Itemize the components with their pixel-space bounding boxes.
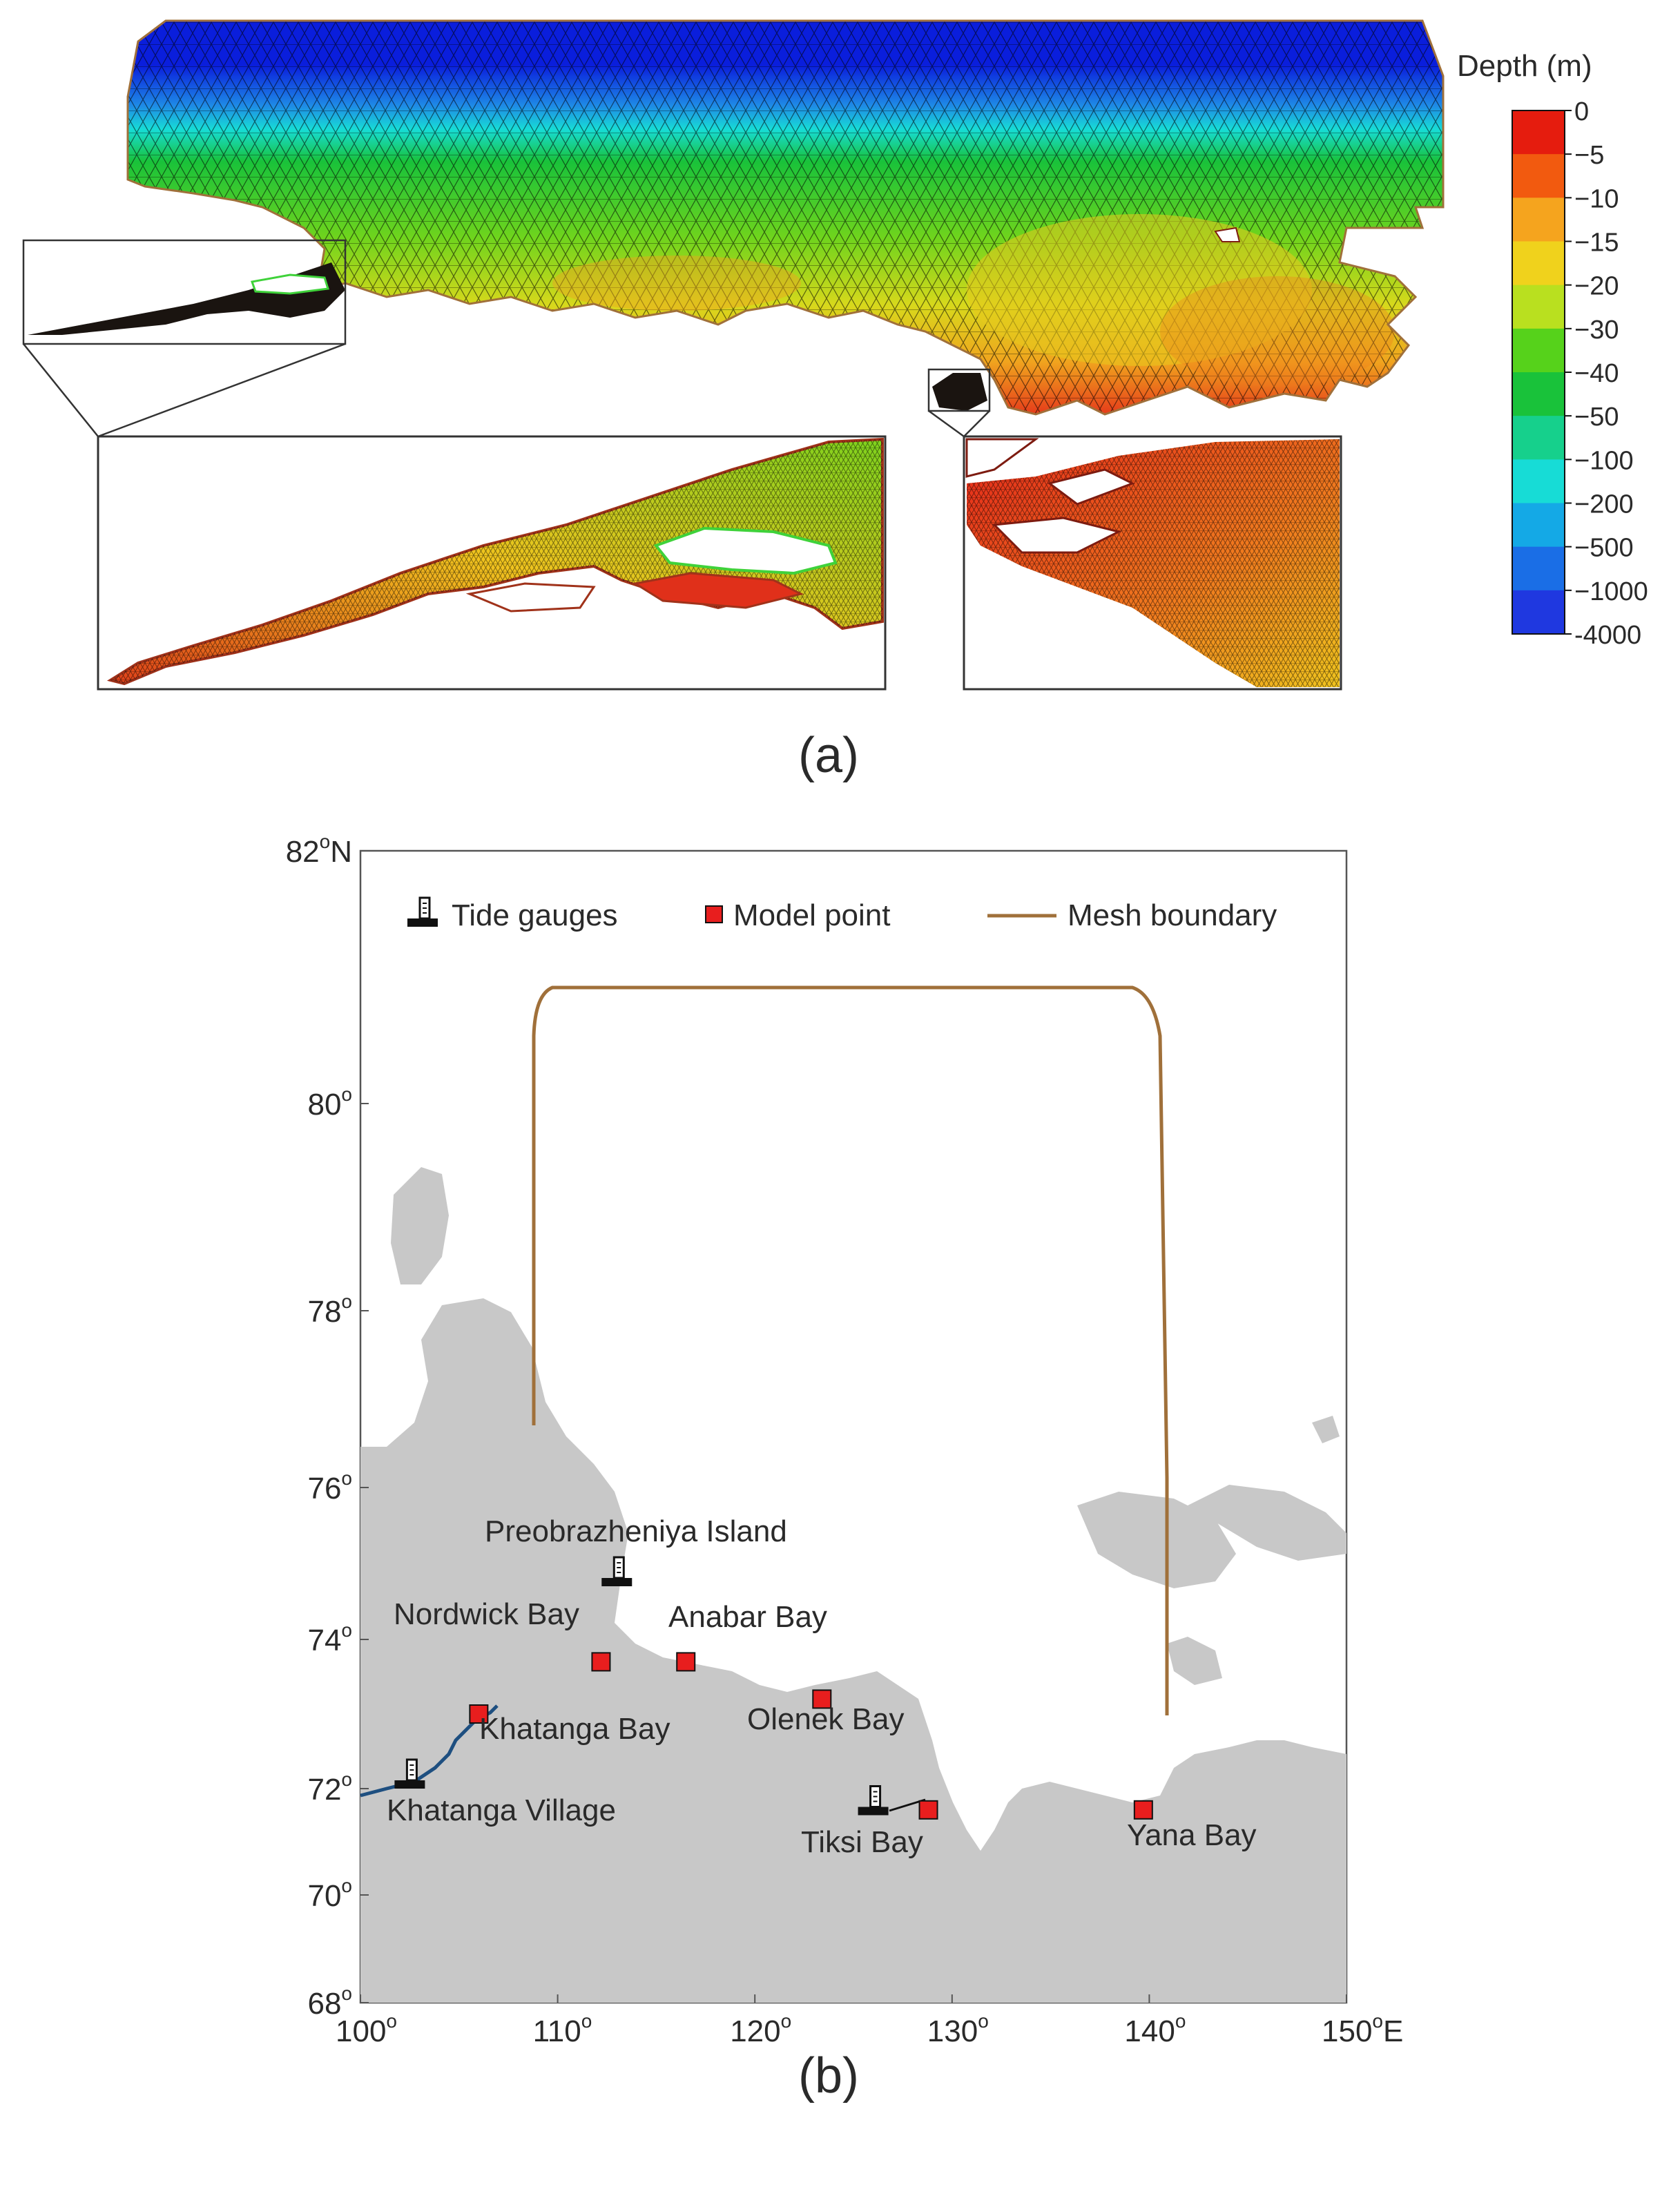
colorbar-swatch — [1512, 416, 1565, 460]
mesh-bathymetry — [128, 21, 1443, 414]
y-tick-label: 80o — [307, 1084, 352, 1122]
model-point-marker — [918, 1800, 938, 1820]
model-point-marker — [591, 1652, 611, 1672]
inset-khatanga — [97, 435, 887, 691]
tide-gauge-icon — [601, 1556, 633, 1586]
colorbar-label: −20 — [1574, 272, 1619, 301]
colorbar-swatch — [1512, 372, 1565, 416]
colorbar-swatch — [1512, 459, 1565, 503]
land — [1167, 1637, 1222, 1685]
label-nordwick: Nordwick Bay — [394, 1597, 579, 1631]
label-khatanga-village: Khatanga Village — [387, 1793, 616, 1827]
colorbar-label: −200 — [1574, 490, 1634, 519]
x-tick-label: 130o — [927, 2010, 989, 2048]
y-tick-label: 70o — [307, 1875, 352, 1913]
colorbar-label: −15 — [1574, 229, 1619, 258]
label-preobrazheniya: Preobrazheniya Island — [485, 1514, 787, 1548]
khatanga-estuary-mesh — [28, 262, 345, 335]
panel-b-label: (b) — [798, 2048, 859, 2104]
legend-tide-gauges: Tide gauges — [452, 898, 618, 932]
land — [1077, 1492, 1236, 1588]
tide-gauge-icon — [394, 1758, 425, 1789]
colorbar-swatch — [1512, 590, 1565, 635]
colorbar-label: −100 — [1574, 446, 1634, 475]
x-tick-label: 120o — [730, 2010, 791, 2048]
zoom-line — [963, 410, 990, 437]
y-tick-label: 82oN — [286, 831, 352, 869]
colorbar-swatch — [1512, 546, 1565, 591]
zoom-line — [23, 343, 99, 437]
colorbar-swatch — [1512, 328, 1565, 373]
model-point-legend-icon — [705, 905, 723, 923]
model-points — [469, 1652, 1153, 1820]
x-tick-label: 110o — [533, 2010, 592, 2048]
inset-lena — [963, 435, 1342, 691]
model-point-marker — [676, 1652, 696, 1672]
colorbar-swatch — [1512, 503, 1565, 548]
y-tick-label: 78o — [307, 1291, 352, 1329]
model-point-marker — [1133, 1800, 1153, 1820]
x-tick-label: 140o — [1124, 2010, 1186, 2048]
colorbar-swatch — [1512, 154, 1565, 198]
model-point-marker — [812, 1689, 832, 1709]
colorbar-label: −500 — [1574, 534, 1634, 563]
colorbar: 0 −5 −10 −15 −20 −30 −40 −50 −100 −200 −500 −1000 -4… — [1512, 97, 1648, 650]
zoom-line — [97, 343, 346, 438]
panel-a: 0 −5 −10 −15 −20 −30 −40 −50 −100 −200 −500 −1000 -4… — [22, 19, 1648, 783]
y-tick-label: 72o — [307, 1769, 352, 1807]
land — [1312, 1416, 1340, 1443]
colorbar-title: Depth (m) — [1457, 49, 1592, 83]
tide-gauges — [394, 1556, 889, 1816]
inset-source-box-right — [927, 368, 991, 412]
mesh-boundary-line — [532, 985, 1169, 1715]
estuary-island-hole — [250, 273, 329, 295]
colorbar-label: -4000 — [1574, 621, 1641, 650]
land — [1188, 1485, 1346, 1561]
colorbar-swatch — [1512, 241, 1565, 286]
x-tick-label: 100o — [336, 2010, 397, 2048]
inset-source-box-left — [22, 239, 347, 345]
label-yana: Yana Bay — [1127, 1818, 1257, 1852]
colorbar-swatch — [1512, 198, 1565, 242]
model-point-marker — [469, 1704, 489, 1724]
tide-gauge-icon — [407, 896, 438, 927]
legend-model-point: Model point — [733, 898, 890, 932]
colorbar-label: 0 — [1574, 97, 1589, 126]
x-tick-label: 150oE — [1322, 2010, 1403, 2048]
land — [360, 1298, 1346, 2003]
colorbar-label: −5 — [1574, 141, 1604, 170]
colorbar-label: −30 — [1574, 316, 1619, 345]
colorbar-swatch — [1512, 110, 1565, 155]
mesh-outline — [126, 19, 1445, 416]
panel-a-label: (a) — [798, 728, 859, 783]
panel-b: 100o 110o 120o 130o 140o 150oE 68o70o72o74o76… — [286, 831, 1404, 2104]
x-axis: 100o 110o 120o 130o 140o 150oE — [336, 1994, 1403, 2048]
label-khatanga-bay: Khatanga Bay — [479, 1712, 670, 1746]
land — [391, 1167, 449, 1284]
legend: Tide gauges Model point Mesh boundary — [407, 896, 1277, 932]
label-tiksi: Tiksi Bay — [801, 1825, 923, 1859]
colorbar-label: −1000 — [1574, 577, 1648, 606]
colorbar-label: −50 — [1574, 403, 1619, 432]
y-tick-label: 74o — [307, 1619, 352, 1657]
label-olenek: Olenek Bay — [747, 1702, 904, 1736]
island-hole — [1214, 227, 1241, 242]
colorbar-label: −10 — [1574, 184, 1619, 213]
y-tick-label: 76o — [307, 1467, 352, 1505]
colorbar-label: −40 — [1574, 359, 1619, 388]
label-anabar: Anabar Bay — [668, 1600, 827, 1634]
zoom-line — [928, 410, 965, 438]
tide-gauge-icon — [858, 1785, 889, 1816]
legend-mesh-boundary: Mesh boundary — [1068, 898, 1277, 932]
lena-delta-mesh — [932, 373, 987, 411]
colorbar-swatch — [1512, 285, 1565, 329]
